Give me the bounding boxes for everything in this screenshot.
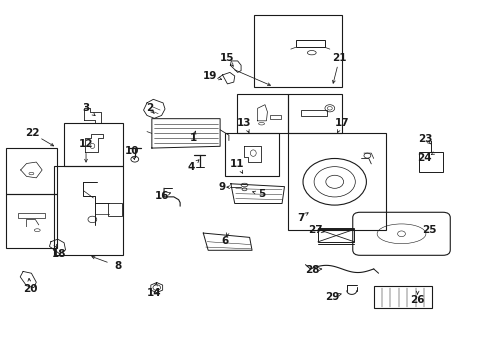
Text: 1: 1 — [189, 133, 197, 143]
Bar — [317, 229, 354, 242]
Polygon shape — [20, 271, 36, 288]
Text: 3: 3 — [82, 103, 89, 113]
Text: 14: 14 — [147, 288, 161, 298]
Bar — [295, 40, 325, 47]
Polygon shape — [152, 119, 220, 148]
Bar — [54, 166, 122, 255]
Text: 9: 9 — [219, 182, 225, 192]
Text: 7: 7 — [296, 213, 304, 222]
Polygon shape — [203, 233, 251, 250]
Bar — [5, 194, 57, 248]
Bar — [300, 111, 327, 116]
Polygon shape — [257, 105, 267, 121]
Text: 8: 8 — [114, 261, 121, 271]
Text: 23: 23 — [417, 134, 431, 144]
Bar — [5, 148, 57, 194]
Polygon shape — [243, 146, 260, 162]
Bar — [373, 286, 431, 309]
Text: 25: 25 — [422, 225, 436, 235]
Text: 15: 15 — [220, 53, 234, 63]
Bar — [224, 134, 278, 176]
Text: 17: 17 — [334, 118, 348, 128]
Text: 27: 27 — [307, 225, 322, 235]
Text: 13: 13 — [237, 118, 251, 128]
Text: 28: 28 — [305, 265, 319, 275]
Polygon shape — [230, 61, 241, 72]
Bar — [64, 123, 122, 166]
Bar — [254, 15, 341, 87]
Bar — [269, 116, 280, 119]
Bar — [418, 152, 442, 172]
Text: 20: 20 — [22, 284, 37, 294]
Polygon shape — [49, 239, 65, 253]
Bar — [18, 213, 44, 218]
Text: 4: 4 — [187, 162, 194, 172]
Text: 5: 5 — [257, 189, 264, 199]
Polygon shape — [20, 162, 42, 178]
Text: 29: 29 — [325, 292, 339, 302]
Polygon shape — [150, 283, 163, 293]
Text: 26: 26 — [409, 295, 424, 305]
Bar — [288, 134, 385, 230]
Bar — [288, 94, 341, 134]
Bar — [237, 94, 288, 134]
Polygon shape — [84, 134, 103, 152]
Polygon shape — [143, 99, 164, 118]
Polygon shape — [222, 72, 234, 84]
Text: 6: 6 — [221, 236, 228, 246]
Bar — [108, 203, 122, 216]
Text: 19: 19 — [203, 71, 217, 81]
Text: 21: 21 — [332, 53, 346, 63]
Polygon shape — [230, 184, 284, 203]
Text: 24: 24 — [417, 153, 431, 163]
Text: 12: 12 — [79, 139, 93, 149]
Text: 22: 22 — [25, 129, 40, 138]
Text: 16: 16 — [154, 191, 168, 201]
Text: 18: 18 — [52, 248, 66, 258]
Text: 2: 2 — [145, 103, 153, 113]
Text: 11: 11 — [229, 159, 244, 169]
Text: 10: 10 — [125, 146, 139, 156]
Polygon shape — [83, 108, 101, 123]
